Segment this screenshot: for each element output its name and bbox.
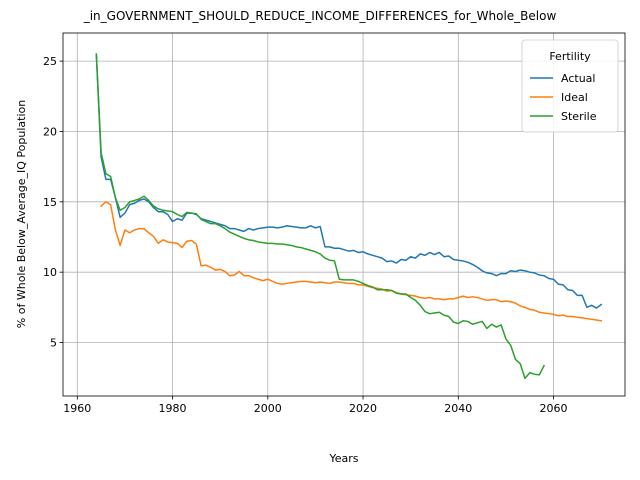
- x-axis-label: Years: [328, 452, 358, 465]
- y-tick-label: 20: [43, 125, 57, 138]
- legend-label-sterile: Sterile: [561, 110, 597, 123]
- series-line-sterile: [95, 53, 546, 380]
- legend: Fertility Actual Ideal Sterile: [521, 39, 619, 133]
- y-tick-label: 10: [43, 266, 57, 279]
- x-tick-label: 2060: [540, 402, 568, 415]
- x-tick-label: 2040: [444, 402, 472, 415]
- y-axis-label: % of Whole Below_Average_IQ Population: [15, 100, 28, 328]
- x-tick-label: 1980: [159, 402, 187, 415]
- y-tick-label: 25: [43, 55, 57, 68]
- x-tick-label: 1960: [63, 402, 91, 415]
- plot-frame: [62, 32, 626, 397]
- series-line-ideal: [100, 201, 603, 322]
- legend-box: [521, 39, 619, 133]
- legend-label-actual: Actual: [561, 72, 595, 85]
- y-tick-label: 5: [50, 337, 57, 350]
- chart-title: _in_GOVERNMENT_SHOULD_REDUCE_INCOME_DIFF…: [83, 9, 557, 23]
- legend-title: Fertility: [549, 50, 591, 63]
- legend-items: Actual Ideal Sterile: [530, 72, 597, 123]
- x-tick-label: 2020: [349, 402, 377, 415]
- series-line-actual: [95, 53, 603, 309]
- legend-label-ideal: Ideal: [561, 91, 588, 104]
- axis-ticks: 1960 1980 2000 2020 2040 2060 5 10 15 20 25: [43, 55, 568, 415]
- x-tick-label: 2000: [254, 402, 282, 415]
- series-lines: [95, 53, 603, 380]
- y-tick-label: 15: [43, 196, 57, 209]
